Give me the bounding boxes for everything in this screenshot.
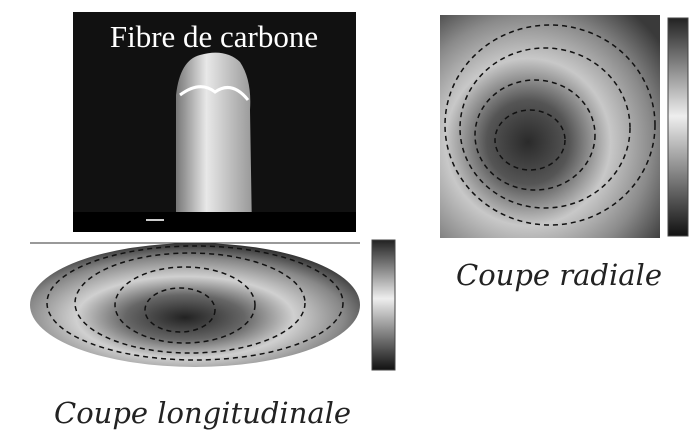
radial-map [440,15,688,238]
sem-image: Fibre de carbone [73,12,356,232]
longitudinal-map [30,240,395,370]
image-title: Fibre de carbone [110,19,318,54]
figure: Fibre de carbone Coupe radiale Coupe lon… [0,0,697,436]
caption: Coupe longitudinale [54,396,351,430]
caption: Coupe radiale [456,258,662,292]
